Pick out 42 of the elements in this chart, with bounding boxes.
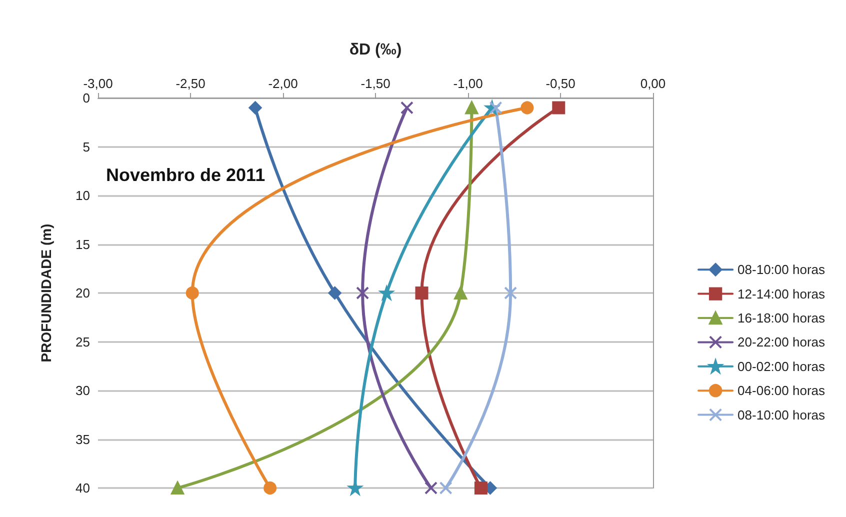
legend-label: 20-22:00 horas [738,334,826,350]
point [400,101,414,114]
y-tick-label: 0 [82,90,90,106]
y-tick-label: 40 [76,480,90,496]
y-tick-label: 30 [76,383,90,398]
point [454,286,468,300]
point [356,286,370,300]
point [465,101,478,114]
legend-label: 08-10:00 horas [738,262,826,278]
annotation: Novembro de 2011 [106,165,266,185]
point [264,482,277,494]
point [415,286,428,300]
x-tick-label: -1,00 [453,76,483,91]
point [552,101,566,114]
x-tick-label: -2,00 [268,76,298,91]
x-tick-label: -0,50 [546,76,576,91]
y-axis-title: PROFUNDIDADE (m) [38,224,54,362]
y-tick-label: 35 [76,432,90,447]
point [504,286,518,300]
point [186,286,199,300]
point [328,286,342,300]
legend-label: 00-02:00 horas [738,358,826,374]
x-tick-label: 0,00 [640,76,666,91]
y-tick-label: 10 [76,188,90,203]
point [520,101,534,114]
x-tick-label: -2,50 [176,76,206,91]
legend-label: 04-06:00 horas [738,383,826,398]
x-tick-label: -1,50 [360,76,390,91]
y-tick-label: 20 [76,286,90,300]
y-tick-label: 15 [76,236,90,252]
legend-label: 08-10:00 horas [738,407,826,422]
point [171,482,184,494]
x-tick-label: -3,00 [83,76,113,91]
point [439,482,452,494]
x-axis-title: δD (‰) [349,42,402,58]
point [424,482,438,494]
point [474,482,488,494]
legend-label: 16-18:00 horas [738,310,826,326]
point [248,101,262,114]
y-tick-label: 25 [76,334,90,350]
y-tick-label: 5 [82,139,90,154]
legend-label: 12-14:00 horas [738,286,826,302]
